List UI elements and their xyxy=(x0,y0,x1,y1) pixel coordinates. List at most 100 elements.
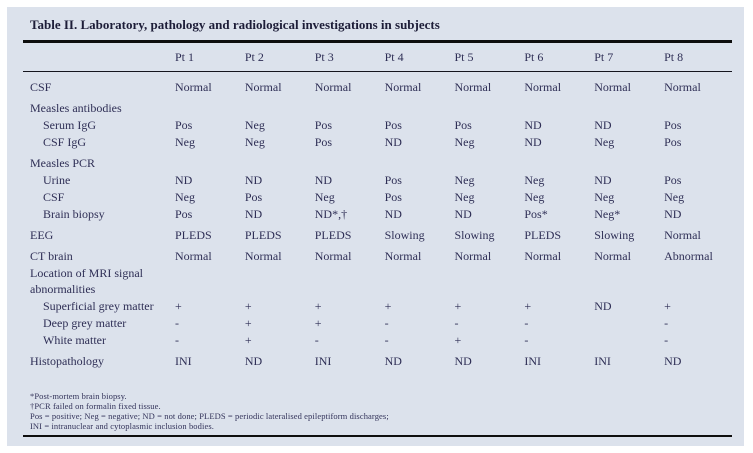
table-row: Histopathology INI ND INI ND ND INI INI ND xyxy=(23,348,732,369)
cell: Normal xyxy=(524,80,562,94)
row-label: Measles antibodies xyxy=(30,101,122,115)
cell: Normal xyxy=(454,249,492,263)
cell: Normal xyxy=(524,249,562,263)
cell: PLEDS xyxy=(175,228,212,242)
cell: Normal xyxy=(454,80,492,94)
header-spacer-cell xyxy=(23,57,173,58)
cell: ND xyxy=(524,118,542,132)
cell: Normal xyxy=(244,80,282,94)
cell: Neg xyxy=(175,190,195,204)
cell: Pos xyxy=(454,118,472,132)
cell: + xyxy=(314,316,322,330)
footnotes: *Post-mortem brain biopsy. †PCR failed o… xyxy=(23,391,732,431)
cell: - xyxy=(454,316,459,330)
row-label: Brain biopsy xyxy=(43,207,105,221)
column-header: Pt 8 xyxy=(664,50,684,64)
table-row: Serum IgG Pos Neg Pos Pos Pos ND ND Pos xyxy=(23,116,732,133)
table-row: EEG PLEDS PLEDS PLEDS Slowing Slowing PLEDS Slo… xyxy=(23,222,732,243)
cell: Pos* xyxy=(524,207,548,221)
cell: + xyxy=(175,299,182,313)
cell: INI xyxy=(314,354,332,368)
cell: ND xyxy=(384,354,402,368)
footnote-line: †PCR failed on formalin fixed tissue. xyxy=(30,401,161,411)
cell: - xyxy=(384,316,389,330)
cell: + xyxy=(244,316,252,330)
row-label: Deep grey matter xyxy=(43,316,127,330)
cell: ND xyxy=(384,135,402,149)
row-label: Urine xyxy=(43,173,71,187)
cell: Pos xyxy=(175,118,193,132)
cell: Neg xyxy=(524,190,545,204)
cell: Abnormal xyxy=(664,249,713,263)
cell: ND xyxy=(594,299,612,313)
cell: Normal xyxy=(664,80,701,94)
table-title: Table II. Laboratory, pathology and radi… xyxy=(30,17,440,32)
cell: Neg xyxy=(594,135,615,149)
table-row: White matter - + - - + - - xyxy=(23,331,732,348)
cell: Pos xyxy=(384,190,402,204)
row-label: Measles PCR xyxy=(30,156,96,170)
cell: Neg xyxy=(664,190,685,204)
cell: PLEDS xyxy=(244,228,282,242)
row-label: Serum IgG xyxy=(43,118,96,132)
cell: PLEDS xyxy=(524,228,562,242)
bottom-rule xyxy=(23,435,732,437)
cell: ND xyxy=(664,354,682,368)
table-row: CSF Normal Normal Normal Normal Normal Normal N… xyxy=(23,74,732,95)
footnote-line: *Post-mortem brain biopsy. xyxy=(30,391,127,401)
cell: Neg xyxy=(454,190,475,204)
row-label: CT brain xyxy=(30,249,73,263)
cell: INI xyxy=(175,354,192,368)
cell: Neg xyxy=(244,135,265,149)
cell: PLEDS xyxy=(314,228,352,242)
column-header: Pt 4 xyxy=(384,50,404,64)
cell: Pos xyxy=(384,118,402,132)
cell: Slowing xyxy=(454,228,495,242)
cell: + xyxy=(314,299,322,313)
cell: Neg xyxy=(454,135,475,149)
cell: - xyxy=(314,333,319,347)
cell: Neg xyxy=(594,190,615,204)
cell: ND xyxy=(314,173,333,187)
cell: Pos xyxy=(664,173,682,187)
cell: INI xyxy=(524,354,542,368)
cell: + xyxy=(384,299,392,313)
cell: + xyxy=(244,299,252,313)
row-label: CSF xyxy=(43,190,65,204)
cell: Pos xyxy=(664,135,682,149)
cell: - xyxy=(664,316,669,330)
cell: Normal xyxy=(314,80,352,94)
cell: ND xyxy=(454,354,472,368)
cell: Neg xyxy=(524,173,545,187)
cell: + xyxy=(454,299,462,313)
cell: Normal xyxy=(175,80,212,94)
cell: Normal xyxy=(384,80,422,94)
column-header: Pt 7 xyxy=(594,50,614,64)
table-row: Deep grey matter - + + - - - - xyxy=(23,314,732,331)
row-label: White matter xyxy=(43,333,106,347)
table-row: Location of MRI signal abnormalities xyxy=(23,264,732,297)
row-label: Histopathology xyxy=(30,354,104,368)
cell: ND xyxy=(244,173,263,187)
table-row: CT brain Normal Normal Normal Normal Normal No… xyxy=(23,243,732,264)
cell: - xyxy=(524,316,529,330)
cell: Normal xyxy=(314,249,352,263)
footnote-line: INI = intranuclear and cytoplasmic inclu… xyxy=(30,421,214,431)
table-body: CSF Normal Normal Normal Normal Normal Normal N… xyxy=(23,72,732,369)
cell: - xyxy=(175,333,179,347)
cell: Normal xyxy=(594,80,631,94)
table-row: Brain biopsy Pos ND ND*,† ND ND Pos* Neg* ND xyxy=(23,205,732,222)
cell: Pos xyxy=(314,118,333,132)
cell: Pos xyxy=(384,173,402,187)
column-header: Pt 5 xyxy=(454,50,474,64)
cell: - xyxy=(524,333,529,347)
row-label: CSF xyxy=(30,80,52,94)
table-row: Superficial grey matter + + + + + + ND + xyxy=(23,297,732,314)
cell: Pos xyxy=(314,135,333,149)
cell: Neg xyxy=(175,135,195,149)
column-header: Pt 1 xyxy=(175,50,195,64)
table-row: Measles PCR xyxy=(23,150,732,171)
table-row: Urine ND ND ND Pos Neg Neg ND Pos xyxy=(23,171,732,188)
cell: + xyxy=(454,333,462,347)
cell: Pos xyxy=(175,207,193,221)
